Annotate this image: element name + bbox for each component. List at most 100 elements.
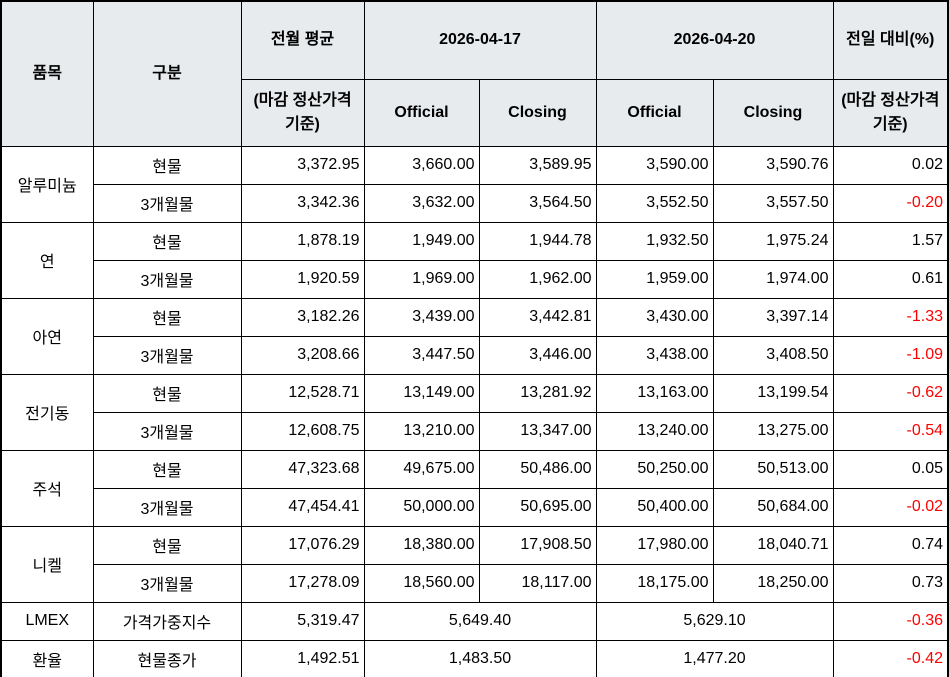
price-cell: 5,629.10 (595, 601, 834, 641)
price-cell: 47,323.68 (240, 449, 365, 489)
table-row: 환율 현물종가 1,492.51 1,483.50 1,477.20 -0.42 (0, 639, 949, 677)
price-cell: 3,590.00 (595, 145, 714, 185)
price-cell: 17,278.09 (240, 563, 365, 603)
price-cell: 50,250.00 (595, 449, 714, 489)
category-cell: 3개월물 (92, 487, 242, 527)
category-cell: 현물 (92, 297, 242, 337)
price-cell: 17,908.50 (478, 525, 597, 565)
change-cell: -0.36 (832, 601, 949, 641)
header-category: 구분 (92, 0, 242, 147)
price-cell: 13,275.00 (712, 411, 834, 451)
category-cell: 3개월물 (92, 259, 242, 299)
price-cell: 1,878.19 (240, 221, 365, 261)
price-cell: 49,675.00 (363, 449, 480, 489)
price-cell: 50,684.00 (712, 487, 834, 527)
table-row: LMEX 가격가중지수 5,319.47 5,649.40 5,629.10 -… (0, 601, 949, 641)
price-cell: 3,446.00 (478, 335, 597, 375)
price-cell: 13,163.00 (595, 373, 714, 413)
change-cell: 0.05 (832, 449, 949, 489)
price-cell: 1,483.50 (363, 639, 597, 677)
price-cell: 1,477.20 (595, 639, 834, 677)
price-cell: 5,319.47 (240, 601, 365, 641)
price-cell: 13,210.00 (363, 411, 480, 451)
item-name-cell: 알루미늄 (0, 145, 94, 223)
category-cell: 현물 (92, 525, 242, 565)
price-cell: 3,438.00 (595, 335, 714, 375)
table-row: 3개월물 3,208.66 3,447.50 3,446.00 3,438.00… (1, 335, 949, 375)
item-name-cell: 전기동 (0, 373, 94, 451)
price-cell: 5,649.40 (363, 601, 597, 641)
price-cell: 17,076.29 (240, 525, 365, 565)
price-cell: 50,695.00 (478, 487, 597, 527)
change-cell: -0.62 (832, 373, 949, 413)
price-cell: 3,372.95 (240, 145, 365, 185)
price-cell: 18,175.00 (595, 563, 714, 603)
change-cell: 0.02 (832, 145, 949, 185)
price-cell: 1,969.00 (363, 259, 480, 299)
category-cell: 현물 (92, 145, 242, 185)
price-cell: 1,949.00 (363, 221, 480, 261)
price-cell: 17,980.00 (595, 525, 714, 565)
header-row-sub: (마감 정산가격 기준) Official Closing Official C… (1, 78, 949, 147)
table-row: 전기동 현물 12,528.71 13,149.00 13,281.92 13,… (0, 373, 949, 451)
price-cell: 3,557.50 (712, 183, 834, 223)
price-cell: 3,660.00 (363, 145, 480, 185)
price-cell: 1,944.78 (478, 221, 597, 261)
item-name-cell: 주석 (0, 449, 94, 527)
price-cell: 12,608.75 (240, 411, 365, 451)
price-cell: 3,447.50 (363, 335, 480, 375)
table-row: 3개월물 17,278.09 18,560.00 18,117.00 18,17… (1, 563, 949, 603)
price-cell: 3,208.66 (240, 335, 365, 375)
change-cell: -0.20 (832, 183, 949, 223)
price-cell: 1,974.00 (712, 259, 834, 299)
price-cell: 3,182.26 (240, 297, 365, 337)
change-cell: -0.02 (832, 487, 949, 527)
price-cell: 13,199.54 (712, 373, 834, 413)
table-row: 3개월물 3,342.36 3,632.00 3,564.50 3,552.50… (1, 183, 949, 223)
change-cell: -1.09 (832, 335, 949, 375)
header-item: 품목 (0, 0, 94, 147)
item-name-cell: 연 (0, 221, 94, 299)
header-closing-1: Closing (478, 78, 597, 147)
header-prev-avg: 전월 평균 (240, 0, 365, 80)
header-date-1: 2026-04-17 (363, 0, 597, 80)
price-cell: 50,000.00 (363, 487, 480, 527)
price-cell: 13,281.92 (478, 373, 597, 413)
price-cell: 3,632.00 (363, 183, 480, 223)
price-cell: 3,430.00 (595, 297, 714, 337)
header-closing-2: Closing (712, 78, 834, 147)
change-cell: -0.54 (832, 411, 949, 451)
item-name-cell: LMEX (0, 601, 94, 641)
header-row-top: 품목 구분 전월 평균 2026-04-17 2026-04-20 전일 대비(… (0, 0, 949, 147)
item-name-cell: 환율 (0, 639, 94, 677)
header-official-1: Official (363, 78, 480, 147)
header-change: 전일 대비(%) (832, 0, 949, 80)
price-cell: 13,347.00 (478, 411, 597, 451)
category-cell: 3개월물 (92, 335, 242, 375)
change-cell: 0.61 (832, 259, 949, 299)
table-row: 3개월물 12,608.75 13,210.00 13,347.00 13,24… (1, 411, 949, 451)
price-cell: 47,454.41 (240, 487, 365, 527)
price-cell: 1,959.00 (595, 259, 714, 299)
header-change-sub: (마감 정산가격 기준) (832, 78, 949, 147)
category-cell: 3개월물 (92, 563, 242, 603)
price-cell: 1,492.51 (240, 639, 365, 677)
price-cell: 18,117.00 (478, 563, 597, 603)
item-name-cell: 아연 (0, 297, 94, 375)
table-row: 3개월물 1,920.59 1,969.00 1,962.00 1,959.00… (1, 259, 949, 299)
price-cell: 1,975.24 (712, 221, 834, 261)
change-cell: 0.73 (832, 563, 949, 603)
change-cell: -1.33 (832, 297, 949, 337)
table-row: 아연 현물 3,182.26 3,439.00 3,442.81 3,430.0… (0, 297, 949, 375)
price-cell: 18,380.00 (363, 525, 480, 565)
table-row: 3개월물 47,454.41 50,000.00 50,695.00 50,40… (1, 487, 949, 527)
change-cell: 1.57 (832, 221, 949, 261)
table-row: 니켈 현물 17,076.29 18,380.00 17,908.50 17,9… (0, 525, 949, 603)
table-row: 주석 현물 47,323.68 49,675.00 50,486.00 50,2… (0, 449, 949, 527)
price-cell: 13,240.00 (595, 411, 714, 451)
category-cell: 현물종가 (92, 639, 242, 677)
price-cell: 50,486.00 (478, 449, 597, 489)
price-cell: 3,590.76 (712, 145, 834, 185)
table-row: 알루미늄 현물 3,372.95 3,660.00 3,589.95 3,590… (0, 145, 949, 223)
